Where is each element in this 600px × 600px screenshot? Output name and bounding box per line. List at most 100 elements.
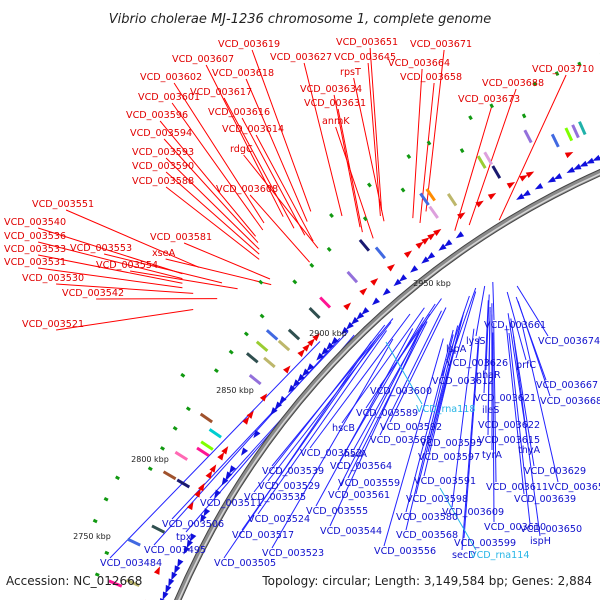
reverse-leader-line [309, 313, 411, 449]
reverse-gene-arrow [316, 352, 324, 361]
reverse-gene-arrow [566, 166, 576, 173]
forward-leader-line [159, 120, 256, 237]
reverse-gene-arrow [162, 591, 169, 600]
reverse-leader-line [389, 307, 447, 423]
reverse-gene-label: VCD_003523 [262, 548, 324, 559]
forward-gene-label: VCD_003619 [218, 39, 280, 50]
forward-gene-arrow [427, 233, 436, 241]
reverse-leader-line [109, 341, 321, 559]
reverse-leader-line [223, 341, 372, 559]
forward-leader-line [173, 82, 265, 224]
reverse-gene-arrow [165, 584, 172, 594]
forward-gene-arrow [487, 193, 497, 200]
reverse-gene-label: VCD_003529 [258, 481, 320, 492]
rna-gene-label: VCD_rna114 [470, 550, 530, 561]
reverse-gene-label: tpx [176, 532, 192, 543]
gc-skew-mark [426, 140, 432, 146]
reverse-gene-label: VCD_003517 [232, 530, 294, 541]
forward-gene-label: VCD_003688 [482, 78, 544, 89]
reverse-gene-arrow [302, 368, 310, 377]
reverse-gene-label: VCD_003552 [300, 448, 362, 459]
reverse-gene-arrow [200, 514, 207, 523]
function-block [578, 121, 587, 136]
forward-leader-line [303, 62, 343, 217]
forward-gene-label: VCD_003536 [4, 231, 66, 242]
forward-leader-line [165, 171, 260, 255]
reverse-gene-arrow [592, 154, 600, 161]
forward-gene-label: VCD_003645 [334, 52, 396, 63]
reverse-gene-arrow [585, 157, 595, 164]
reverse-gene-label: VCD_003609 [442, 507, 504, 518]
reverse-gene-label: VCD_003555 [306, 506, 368, 517]
forward-gene-label: VCD_003658 [400, 72, 462, 83]
gc-skew-mark [258, 279, 264, 285]
forward-gene-label: VCD_003664 [388, 58, 450, 69]
gc-skew-mark [259, 313, 265, 319]
function-block [277, 339, 291, 352]
reverse-gene-label: ileS [482, 405, 499, 416]
reverse-leader-line [492, 332, 495, 523]
reverse-gene-arrow [399, 274, 408, 282]
reverse-leader-line [517, 300, 551, 397]
reverse-leader-line [329, 333, 420, 527]
function-block [446, 193, 458, 207]
gc-skew-mark [228, 349, 234, 355]
reverse-gene-arrow [297, 373, 305, 382]
reverse-gene-label: VCD_003597 [418, 452, 480, 463]
forward-leader-line [245, 78, 308, 222]
forward-gene-label: VCD_003581 [150, 232, 212, 243]
reverse-gene-arrow [241, 447, 249, 456]
function-block [162, 470, 177, 481]
reverse-gene-arrow [372, 297, 380, 306]
reverse-gene-arrow [393, 278, 402, 287]
gc-skew-mark [468, 115, 473, 121]
forward-gene-label: rpsT [340, 67, 361, 78]
gc-skew-mark [577, 61, 582, 67]
genome-summary: Topology: circular; Length: 3,149,584 bp… [262, 574, 592, 588]
forward-gene-label: VCD_003673 [458, 94, 520, 105]
reverse-gene-arrow [426, 252, 436, 260]
reverse-gene-label: VCD_003592 [380, 422, 442, 433]
gc-skew-mark [172, 426, 178, 431]
forward-gene-label: xseA [152, 248, 176, 259]
function-block [428, 205, 439, 219]
forward-gene-label: VCD_003521 [22, 319, 84, 330]
forward-leader-line [498, 74, 567, 221]
reverse-gene-label: VCD_003556 [374, 546, 436, 557]
length-label: Length: [374, 574, 421, 588]
forward-gene-arrow [421, 237, 430, 245]
reverse-gene-label: VCD_003565 [370, 435, 432, 446]
topology-value: circular [322, 574, 367, 588]
rna-gene-label: VCD_rna118 [416, 404, 476, 415]
forward-gene-arrow [221, 446, 229, 455]
forward-leader-line [183, 242, 271, 280]
reverse-gene-label: VCD_003674 [538, 336, 600, 347]
reverse-leader-line [423, 320, 462, 477]
forward-gene-label: VCD_003530 [22, 273, 84, 284]
rna-leader-line [439, 487, 477, 551]
tick-label: 2850 kbp [216, 386, 254, 395]
reverse-gene-label: VCD_003599 [454, 538, 516, 549]
reverse-gene-label: tyrA [482, 450, 502, 461]
forward-gene-label: VCD_003551 [32, 199, 94, 210]
gc-skew-mark [521, 113, 527, 119]
reverse-leader-line [451, 328, 475, 508]
forward-gene-label: VCD_003616 [208, 107, 270, 118]
forward-gene-label: VCD_003710 [532, 64, 594, 75]
function-block [265, 329, 279, 341]
gc-skew-mark [292, 279, 298, 285]
reverse-leader-line [493, 322, 497, 483]
reverse-gene-arrow [534, 182, 544, 190]
reverse-leader-line [405, 329, 454, 513]
forward-leader-line [165, 258, 272, 286]
reverse-gene-arrow [288, 384, 296, 393]
reverse-gene-label: VCD_003589 [356, 408, 418, 419]
accession-label: Accession: [6, 574, 70, 588]
forward-gene-label: anmK [322, 116, 350, 127]
reverse-leader-line [483, 300, 489, 394]
reverse-leader-line [485, 294, 490, 371]
forward-gene-label: VCD_003540 [4, 217, 66, 228]
gc-skew-mark [115, 475, 120, 481]
forward-gene-label: VCD_003601 [138, 92, 200, 103]
reverse-gene-label: VCD_003650 [520, 524, 582, 535]
